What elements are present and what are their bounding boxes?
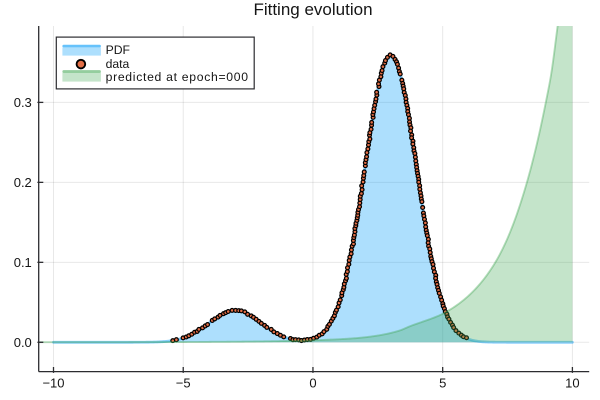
svg-text:data: data: [106, 57, 130, 71]
svg-text:0.1: 0.1: [14, 255, 32, 270]
svg-text:0.3: 0.3: [14, 95, 32, 110]
svg-text:−5: −5: [176, 375, 191, 390]
svg-text:Fitting evolution: Fitting evolution: [253, 0, 372, 19]
svg-text:0: 0: [309, 375, 316, 390]
svg-text:−10: −10: [42, 375, 64, 390]
svg-text:predicted at epoch=000: predicted at epoch=000: [106, 70, 249, 84]
svg-text:0.2: 0.2: [14, 175, 32, 190]
svg-text:PDF: PDF: [106, 43, 130, 57]
svg-text:10: 10: [565, 375, 579, 390]
svg-text:0.0: 0.0: [14, 335, 32, 350]
svg-text:5: 5: [439, 375, 446, 390]
